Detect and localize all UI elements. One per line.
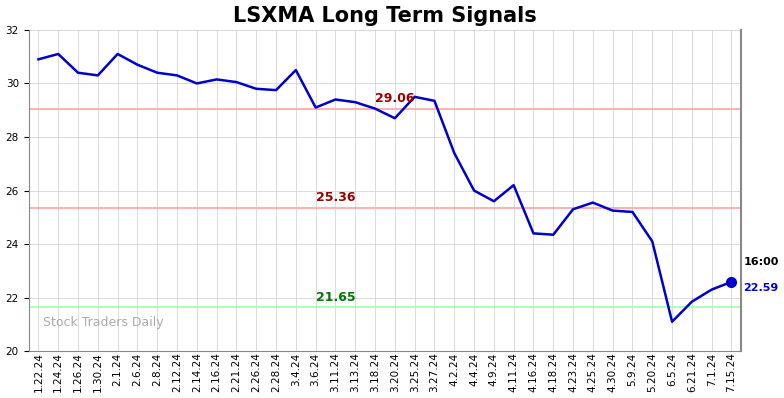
Text: 29.06: 29.06 [375, 92, 415, 105]
Text: 25.36: 25.36 [316, 191, 355, 205]
Text: 22.59: 22.59 [743, 283, 779, 293]
Text: 21.65: 21.65 [316, 291, 355, 304]
Title: LSXMA Long Term Signals: LSXMA Long Term Signals [233, 6, 537, 25]
Text: 16:00: 16:00 [743, 257, 779, 267]
Text: Stock Traders Daily: Stock Traders Daily [43, 316, 163, 329]
